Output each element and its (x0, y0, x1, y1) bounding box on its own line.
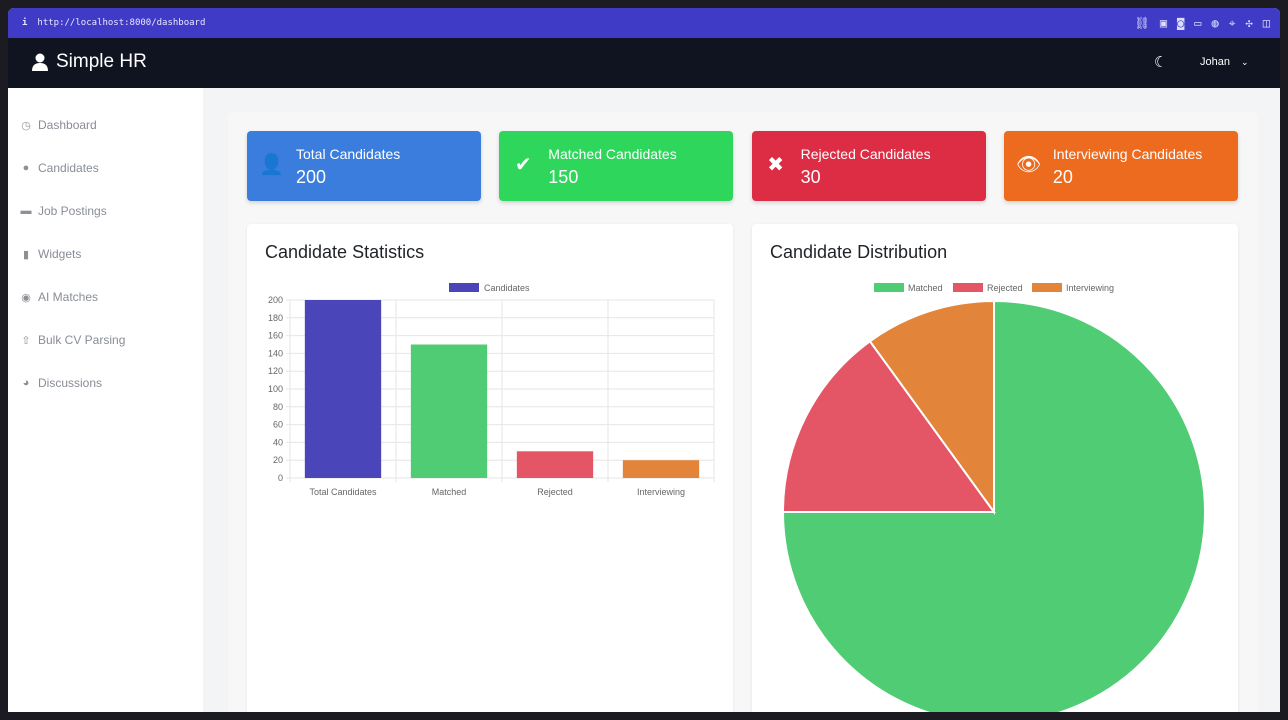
browser-toolbar: ⛓ ▣ ◙ ▭ ◍ ⌖ ✣ ◫ (1135, 16, 1270, 31)
sidebar-item-label: Dashboard (38, 118, 97, 132)
link-icon[interactable]: ⛓ (1134, 16, 1150, 30)
sidebar-item-label: Bulk CV Parsing (38, 333, 126, 347)
sidebar-item-ai-matches[interactable]: ◉ AI Matches (20, 290, 98, 304)
sidebar-item-bulk-cv-parsing[interactable]: ⇧ Bulk CV Parsing (20, 333, 125, 347)
times-circle-icon: ✖ (767, 154, 784, 176)
user-menu[interactable]: Johan ⌄ (1200, 56, 1249, 68)
bar-total-candidates[interactable] (304, 300, 382, 478)
y-tick-label: 100 (268, 384, 283, 394)
sidebar-item-label: Job Postings (38, 204, 107, 218)
browser-address-bar[interactable]: i http://localhost:8000/dashboard ⛓ ▣ ◙ … (8, 8, 1280, 38)
url-text[interactable]: http://localhost:8000/dashboard (37, 18, 206, 28)
bar-matched[interactable] (410, 344, 488, 479)
brand-name: Simple HR (56, 51, 147, 72)
browser-window: i http://localhost:8000/dashboard ⛓ ▣ ◙ … (8, 8, 1280, 712)
stat-label: Interviewing Candidates (1052, 146, 1203, 162)
legend-swatch[interactable] (449, 283, 479, 292)
stat-label: Matched Candidates (548, 146, 677, 162)
comments-icon: ◕ (22, 377, 30, 389)
stat-value: 150 (548, 167, 579, 187)
legend-swatch[interactable] (1032, 283, 1062, 292)
legend-label[interactable]: Interviewing (1066, 283, 1114, 293)
y-tick-label: 140 (268, 348, 283, 358)
card-title: Candidate Distribution (770, 242, 948, 262)
sidebar-item-widgets[interactable]: ▮ Widgets (20, 247, 81, 261)
pie-chart: Matched Rejected Interviewing (781, 283, 1206, 712)
stat-card: ✔ Matched Candidates 150 (499, 131, 734, 201)
sidebar-item-dashboard[interactable]: ◷ Dashboard (20, 118, 97, 132)
pie-slice-rejected[interactable] (781, 339, 996, 513)
y-tick-label: 20 (273, 455, 283, 465)
legend-label[interactable]: Rejected (987, 283, 1023, 293)
sidebar-item-label: Widgets (38, 247, 82, 261)
stat-value: 200 (296, 167, 327, 187)
briefcase-icon: ▬ (20, 205, 32, 217)
x-tick-label: Total Candidates (309, 487, 377, 497)
stat-value: 20 (1052, 167, 1073, 187)
pie-slice-matched[interactable] (781, 299, 1206, 712)
robot-icon: ◉ (21, 292, 31, 304)
dark-mode-toggle-moon-icon[interactable]: ☾ (1154, 54, 1168, 71)
sidebar-item-candidates[interactable]: ● Candidates (20, 161, 99, 175)
x-tick-label: Interviewing (637, 487, 685, 497)
legend-label[interactable]: Matched (908, 283, 943, 293)
y-tick-label: 180 (268, 313, 283, 323)
info-icon[interactable]: i (22, 18, 28, 28)
user-icon: ● (22, 162, 30, 174)
x-tick-label: Matched (432, 487, 467, 497)
user-icon (32, 53, 48, 71)
y-tick-label: 200 (268, 295, 283, 305)
screen-icon[interactable]: ▣ (1159, 16, 1168, 30)
upload-icon: ⇧ (21, 335, 31, 347)
card-title: Candidate Statistics (265, 242, 425, 262)
split-view-icon[interactable]: ◫ (1262, 16, 1270, 30)
pie-slice-interviewing[interactable] (868, 299, 995, 516)
target-icon[interactable]: ⌖ (1228, 16, 1236, 30)
terminal-icon[interactable]: ▭ (1194, 16, 1202, 30)
stat-card: 👁 Interviewing Candidates 20 (1003, 131, 1238, 201)
sidebar-item-label: AI Matches (38, 290, 99, 304)
bar-rejected[interactable] (516, 451, 594, 478)
check-circle-icon: ✔ (514, 154, 532, 176)
sidebar-item-discussions[interactable]: ◕ Discussions (20, 376, 102, 390)
legend-swatch[interactable] (953, 283, 983, 292)
stat-label: Total Candidates (296, 146, 401, 162)
user-icon: 👤 (259, 154, 284, 176)
bar-interviewing[interactable] (622, 460, 700, 478)
camera-icon[interactable]: ◙ (1177, 16, 1185, 30)
clock-icon: ◷ (21, 120, 31, 132)
dashboard-content: 👤 Total Candidates 200 ✔ Matched Candidates 1… (228, 112, 1258, 712)
sidebar-item-label: Candidates (38, 161, 99, 175)
file-icon: ▮ (22, 249, 30, 261)
stat-value: 30 (800, 167, 821, 187)
candidate-statistics-card: Candidate Statistics Candidates 0 20 40 60 80… (247, 224, 733, 712)
user-name: Johan (1200, 56, 1230, 68)
stat-card: ✖ Rejected Candidates 30 (751, 131, 986, 201)
brand-link[interactable]: Simple HR (32, 51, 147, 73)
y-tick-label: 40 (273, 437, 283, 447)
legend-swatch[interactable] (874, 283, 904, 292)
sidebar-item-job-postings[interactable]: ▬ Job Postings (20, 204, 107, 218)
top-navbar: Simple HR ☾ Johan ⌄ (8, 38, 1280, 88)
stat-card: 👤 Total Candidates 200 (247, 131, 481, 201)
legend-label[interactable]: Candidates (484, 283, 530, 293)
chevron-down-icon: ⌄ (1241, 57, 1249, 67)
bar-chart: Candidates 0 20 40 60 80 100 120 140 160 180 200 Tot… (268, 283, 715, 497)
y-tick-label: 120 (268, 366, 283, 376)
candidate-distribution-card: Candidate Distribution Matched Rejected In… (752, 224, 1238, 712)
stat-label: Rejected Candidates (800, 146, 931, 162)
y-tick-label: 80 (273, 402, 283, 412)
eye-icon: 👁 (1015, 154, 1042, 176)
sidebar: ◷ Dashboard ● Candidates ▬ Job Postings ▮ Widge… (8, 88, 203, 712)
extension-icon[interactable]: ✣ (1245, 16, 1253, 30)
globe-icon[interactable]: ◍ (1211, 16, 1219, 30)
y-tick-label: 0 (278, 473, 283, 483)
x-tick-label: Rejected (537, 487, 573, 497)
y-tick-label: 60 (273, 420, 283, 430)
y-tick-label: 160 (268, 331, 283, 341)
sidebar-item-label: Discussions (38, 376, 103, 390)
